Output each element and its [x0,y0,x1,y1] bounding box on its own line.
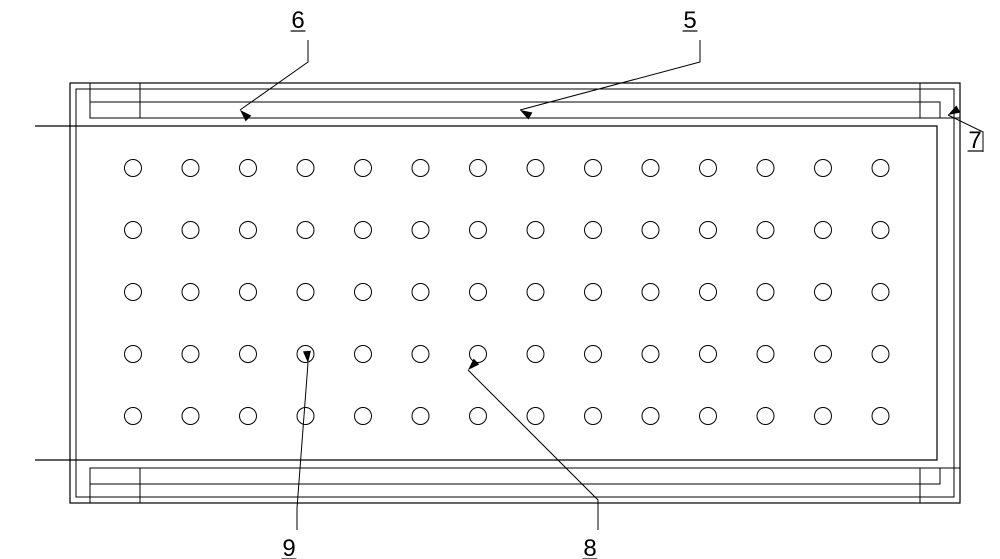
hole [240,284,257,301]
hole [470,160,487,177]
hole [815,284,832,301]
hole [182,346,199,363]
hole [527,160,544,177]
hole [125,346,142,363]
hole [815,346,832,363]
hole [412,346,429,363]
hole [182,160,199,177]
hole [297,160,314,177]
hole [125,408,142,425]
hole [355,346,372,363]
hole [642,346,659,363]
hole [297,222,314,239]
hole [642,222,659,239]
leader-line [468,370,598,530]
top-slot [90,102,940,118]
hole [182,284,199,301]
hole [470,346,487,363]
hole [470,284,487,301]
hole [700,408,717,425]
corner-notch [90,468,140,503]
leader-line [520,40,700,110]
inner-frame [76,89,954,497]
hole [872,160,889,177]
hole [470,222,487,239]
hole [872,284,889,301]
hole [585,284,602,301]
hole [700,284,717,301]
callout-7: 7 [948,115,983,154]
hole [585,408,602,425]
hole [642,408,659,425]
bottom-slot [90,468,940,484]
hole [125,222,142,239]
arrowhead [240,110,251,121]
leader-line [240,40,308,110]
hole [700,346,717,363]
hole [527,408,544,425]
hole [355,222,372,239]
hole [757,346,774,363]
hole [872,408,889,425]
hole [125,160,142,177]
hole [355,160,372,177]
hole [412,222,429,239]
callout-6: 6 [240,7,308,110]
hole [240,222,257,239]
hole [297,408,314,425]
hole [297,284,314,301]
hole [527,222,544,239]
hole [240,408,257,425]
arrowhead [468,359,479,370]
hole [815,222,832,239]
hole [125,284,142,301]
leader-line [297,363,308,530]
hole [585,346,602,363]
hole [757,160,774,177]
hole [527,284,544,301]
hole [182,222,199,239]
hole [700,160,717,177]
hole [240,346,257,363]
callout-number: 9 [282,535,295,559]
technical-drawing: 6 5 7 9 8 [0,0,1000,559]
hole [757,284,774,301]
callout-5: 5 [520,7,700,110]
hole [585,222,602,239]
hole [815,160,832,177]
callout-number: 5 [683,7,696,34]
hole [355,284,372,301]
hole [412,408,429,425]
callout-number: 7 [968,127,981,154]
hole [412,160,429,177]
callout-8: 8 [468,370,598,559]
hole [642,160,659,177]
hole [815,408,832,425]
hole [872,222,889,239]
hole [527,346,544,363]
hole [700,222,717,239]
callout-number: 6 [291,7,304,34]
hole [240,160,257,177]
callout-9: 9 [282,363,308,559]
hole [757,408,774,425]
hole [872,346,889,363]
hole [182,408,199,425]
hole [642,284,659,301]
corner-notch [90,83,140,118]
hole [585,160,602,177]
hole [757,222,774,239]
callout-number: 8 [583,535,596,559]
outer-frame [70,83,960,503]
hole [355,408,372,425]
hole-grid [125,160,890,425]
hole [470,408,487,425]
hole [412,284,429,301]
